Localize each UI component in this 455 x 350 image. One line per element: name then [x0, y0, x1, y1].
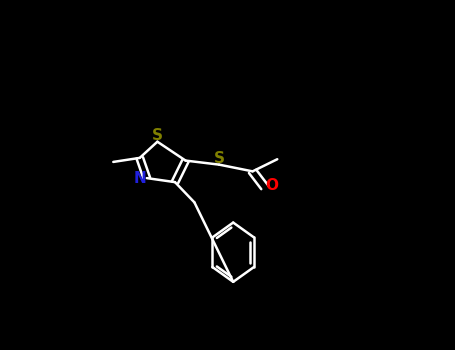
- Text: S: S: [152, 128, 163, 143]
- Text: O: O: [265, 178, 278, 193]
- Text: S: S: [213, 151, 225, 166]
- Text: N: N: [134, 170, 147, 186]
